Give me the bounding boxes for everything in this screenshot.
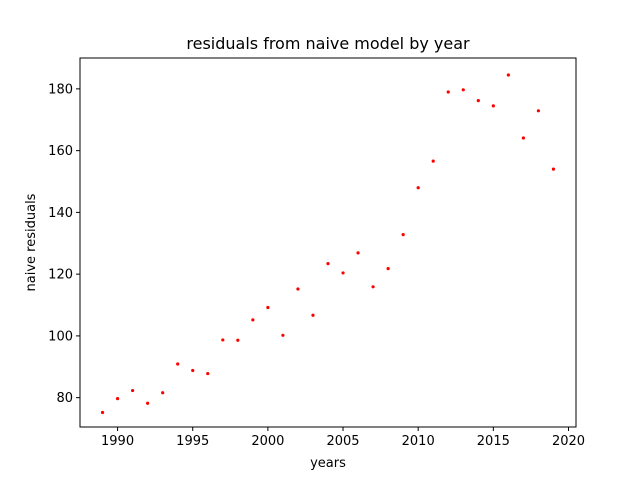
data-point: [176, 362, 180, 366]
x-axis-ticks: 1990 1995 2000 2005 2010 2015 2020: [101, 427, 585, 449]
y-tick-label: 180: [48, 82, 73, 97]
data-point: [266, 305, 270, 310]
x-tick-label: 1995: [176, 434, 209, 449]
data-point: [236, 338, 240, 342]
data-point: [146, 401, 150, 405]
data-point: [371, 285, 375, 289]
x-axis-label: years: [310, 456, 346, 471]
data-point: [431, 159, 435, 163]
y-axis-ticks: 80 100 120 140 160 180: [48, 82, 80, 406]
y-tick-label: 140: [48, 206, 73, 221]
data-point: [386, 266, 390, 271]
data-point: [115, 396, 120, 401]
data-point: [100, 410, 105, 415]
data-point: [461, 88, 465, 92]
data-point: [281, 333, 285, 337]
data-point: [206, 371, 210, 376]
y-tick-label: 120: [48, 268, 73, 283]
data-point: [416, 186, 420, 190]
x-tick-label: 2010: [402, 434, 435, 449]
y-axis-label: naive residuals: [24, 193, 39, 291]
x-tick-label: 2005: [326, 434, 359, 449]
data-point: [551, 167, 556, 171]
data-point: [491, 104, 495, 108]
data-point: [191, 368, 195, 373]
data-point: [296, 287, 300, 291]
data-point: [251, 318, 255, 322]
data-point: [356, 251, 360, 255]
data-point: [161, 391, 165, 395]
data-point: [131, 388, 135, 393]
data-point: [221, 338, 225, 342]
data-point: [521, 136, 525, 140]
data-point: [446, 90, 450, 94]
data-point: [476, 99, 480, 103]
data-point: [506, 73, 510, 77]
x-tick-label: 2015: [477, 434, 510, 449]
y-tick-label: 160: [48, 144, 73, 159]
plot-frame: [79, 57, 577, 428]
y-tick-label: 100: [48, 329, 73, 344]
x-tick-label: 2000: [251, 434, 284, 449]
data-point: [341, 271, 345, 275]
data-point: [401, 233, 405, 237]
x-tick-label: 2020: [552, 434, 585, 449]
x-tick-label: 1990: [101, 434, 134, 449]
data-point: [536, 109, 541, 113]
data-point: [326, 262, 330, 266]
data-point: [311, 313, 315, 317]
data-points: [100, 73, 556, 415]
chart-title: residuals from naive model by year: [186, 34, 470, 53]
y-tick-label: 80: [56, 391, 73, 406]
